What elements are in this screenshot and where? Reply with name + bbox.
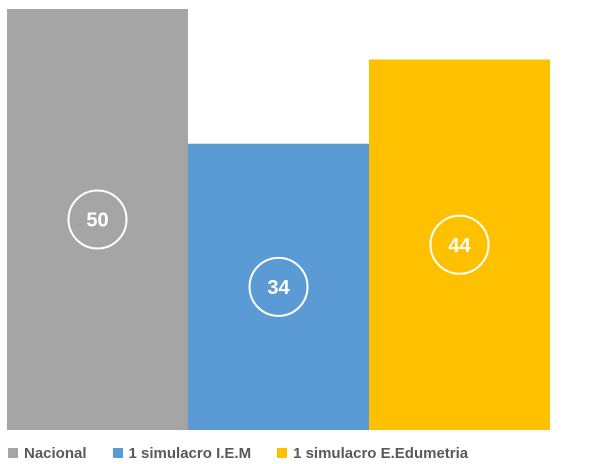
bar-iem	[188, 143, 369, 430]
legend-item-nacional: Nacional	[8, 445, 87, 462]
legend-label-edumetria: 1 simulacro E.Edumetria	[293, 444, 469, 462]
legend-label-nacional: Nacional	[24, 444, 87, 462]
data-label-circle-iem	[248, 256, 309, 317]
bar-edumetria	[369, 59, 550, 431]
data-label-circle-edumetria	[429, 214, 490, 275]
bar-nacional	[7, 9, 188, 430]
data-label-circle-nacional	[67, 189, 128, 250]
legend-swatch-nacional	[8, 448, 18, 458]
legend-item-edumetria: 1 simulacro E.Edumetria	[277, 445, 468, 462]
legend-swatch-iem	[112, 448, 123, 458]
data-label-iem: 34	[267, 277, 290, 299]
data-label-edumetria: 44	[448, 235, 471, 257]
legend-swatch-edumetria	[277, 448, 288, 458]
legend-item-iem: 1 simulacro I.E.M	[112, 444, 252, 462]
legend: Nacional 1 simulacro I.E.M 1 simulacro E…	[8, 442, 468, 464]
data-label-nacional: 50	[86, 210, 108, 232]
legend-label-iem: 1 simulacro I.E.M	[128, 444, 252, 462]
